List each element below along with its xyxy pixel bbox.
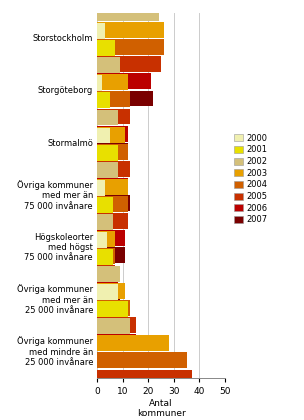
Bar bbox=[97, 370, 192, 386]
Bar bbox=[97, 5, 159, 21]
Bar bbox=[97, 56, 161, 72]
Bar bbox=[97, 75, 102, 91]
Bar bbox=[97, 161, 130, 177]
Bar bbox=[97, 249, 112, 265]
Bar bbox=[97, 230, 125, 246]
Bar bbox=[97, 336, 169, 351]
Bar bbox=[97, 266, 120, 282]
Bar bbox=[97, 318, 136, 333]
X-axis label: Antal
kommuner: Antal kommuner bbox=[137, 399, 185, 418]
Bar bbox=[97, 126, 125, 142]
Bar bbox=[97, 128, 110, 144]
Bar bbox=[97, 0, 161, 4]
Bar bbox=[97, 404, 220, 420]
Bar bbox=[97, 180, 105, 196]
Bar bbox=[97, 179, 128, 195]
Bar bbox=[97, 58, 120, 73]
Bar bbox=[97, 283, 125, 299]
Bar bbox=[97, 247, 125, 263]
Bar bbox=[97, 74, 128, 90]
Bar bbox=[97, 91, 154, 106]
Bar bbox=[97, 318, 130, 334]
Bar bbox=[97, 144, 118, 160]
Bar bbox=[97, 213, 128, 229]
Bar bbox=[97, 74, 151, 89]
Bar bbox=[97, 162, 118, 178]
Bar bbox=[97, 299, 120, 315]
Bar bbox=[97, 300, 130, 316]
Bar bbox=[97, 143, 128, 159]
Bar bbox=[97, 284, 118, 300]
Bar bbox=[97, 214, 112, 230]
Bar bbox=[97, 232, 108, 248]
Bar bbox=[97, 110, 118, 126]
Bar bbox=[97, 387, 210, 402]
Bar bbox=[97, 301, 128, 317]
Bar bbox=[97, 352, 187, 368]
Bar bbox=[97, 92, 130, 108]
Bar bbox=[97, 144, 128, 160]
Bar bbox=[97, 126, 128, 142]
Bar bbox=[97, 39, 164, 55]
Bar bbox=[97, 178, 128, 194]
Bar bbox=[97, 248, 115, 264]
Bar bbox=[97, 265, 115, 281]
Bar bbox=[97, 197, 112, 213]
Legend: 2000, 2001, 2002, 2003, 2004, 2005, 2006, 2007: 2000, 2001, 2002, 2003, 2004, 2005, 2006… bbox=[234, 134, 268, 224]
Bar bbox=[97, 282, 118, 298]
Bar bbox=[97, 334, 136, 350]
Bar bbox=[97, 352, 125, 368]
Bar bbox=[97, 22, 164, 38]
Bar bbox=[97, 196, 128, 212]
Bar bbox=[97, 231, 115, 247]
Bar bbox=[97, 23, 105, 39]
Bar bbox=[97, 195, 130, 211]
Bar bbox=[97, 92, 110, 108]
Bar bbox=[97, 40, 115, 56]
Bar bbox=[97, 109, 130, 124]
